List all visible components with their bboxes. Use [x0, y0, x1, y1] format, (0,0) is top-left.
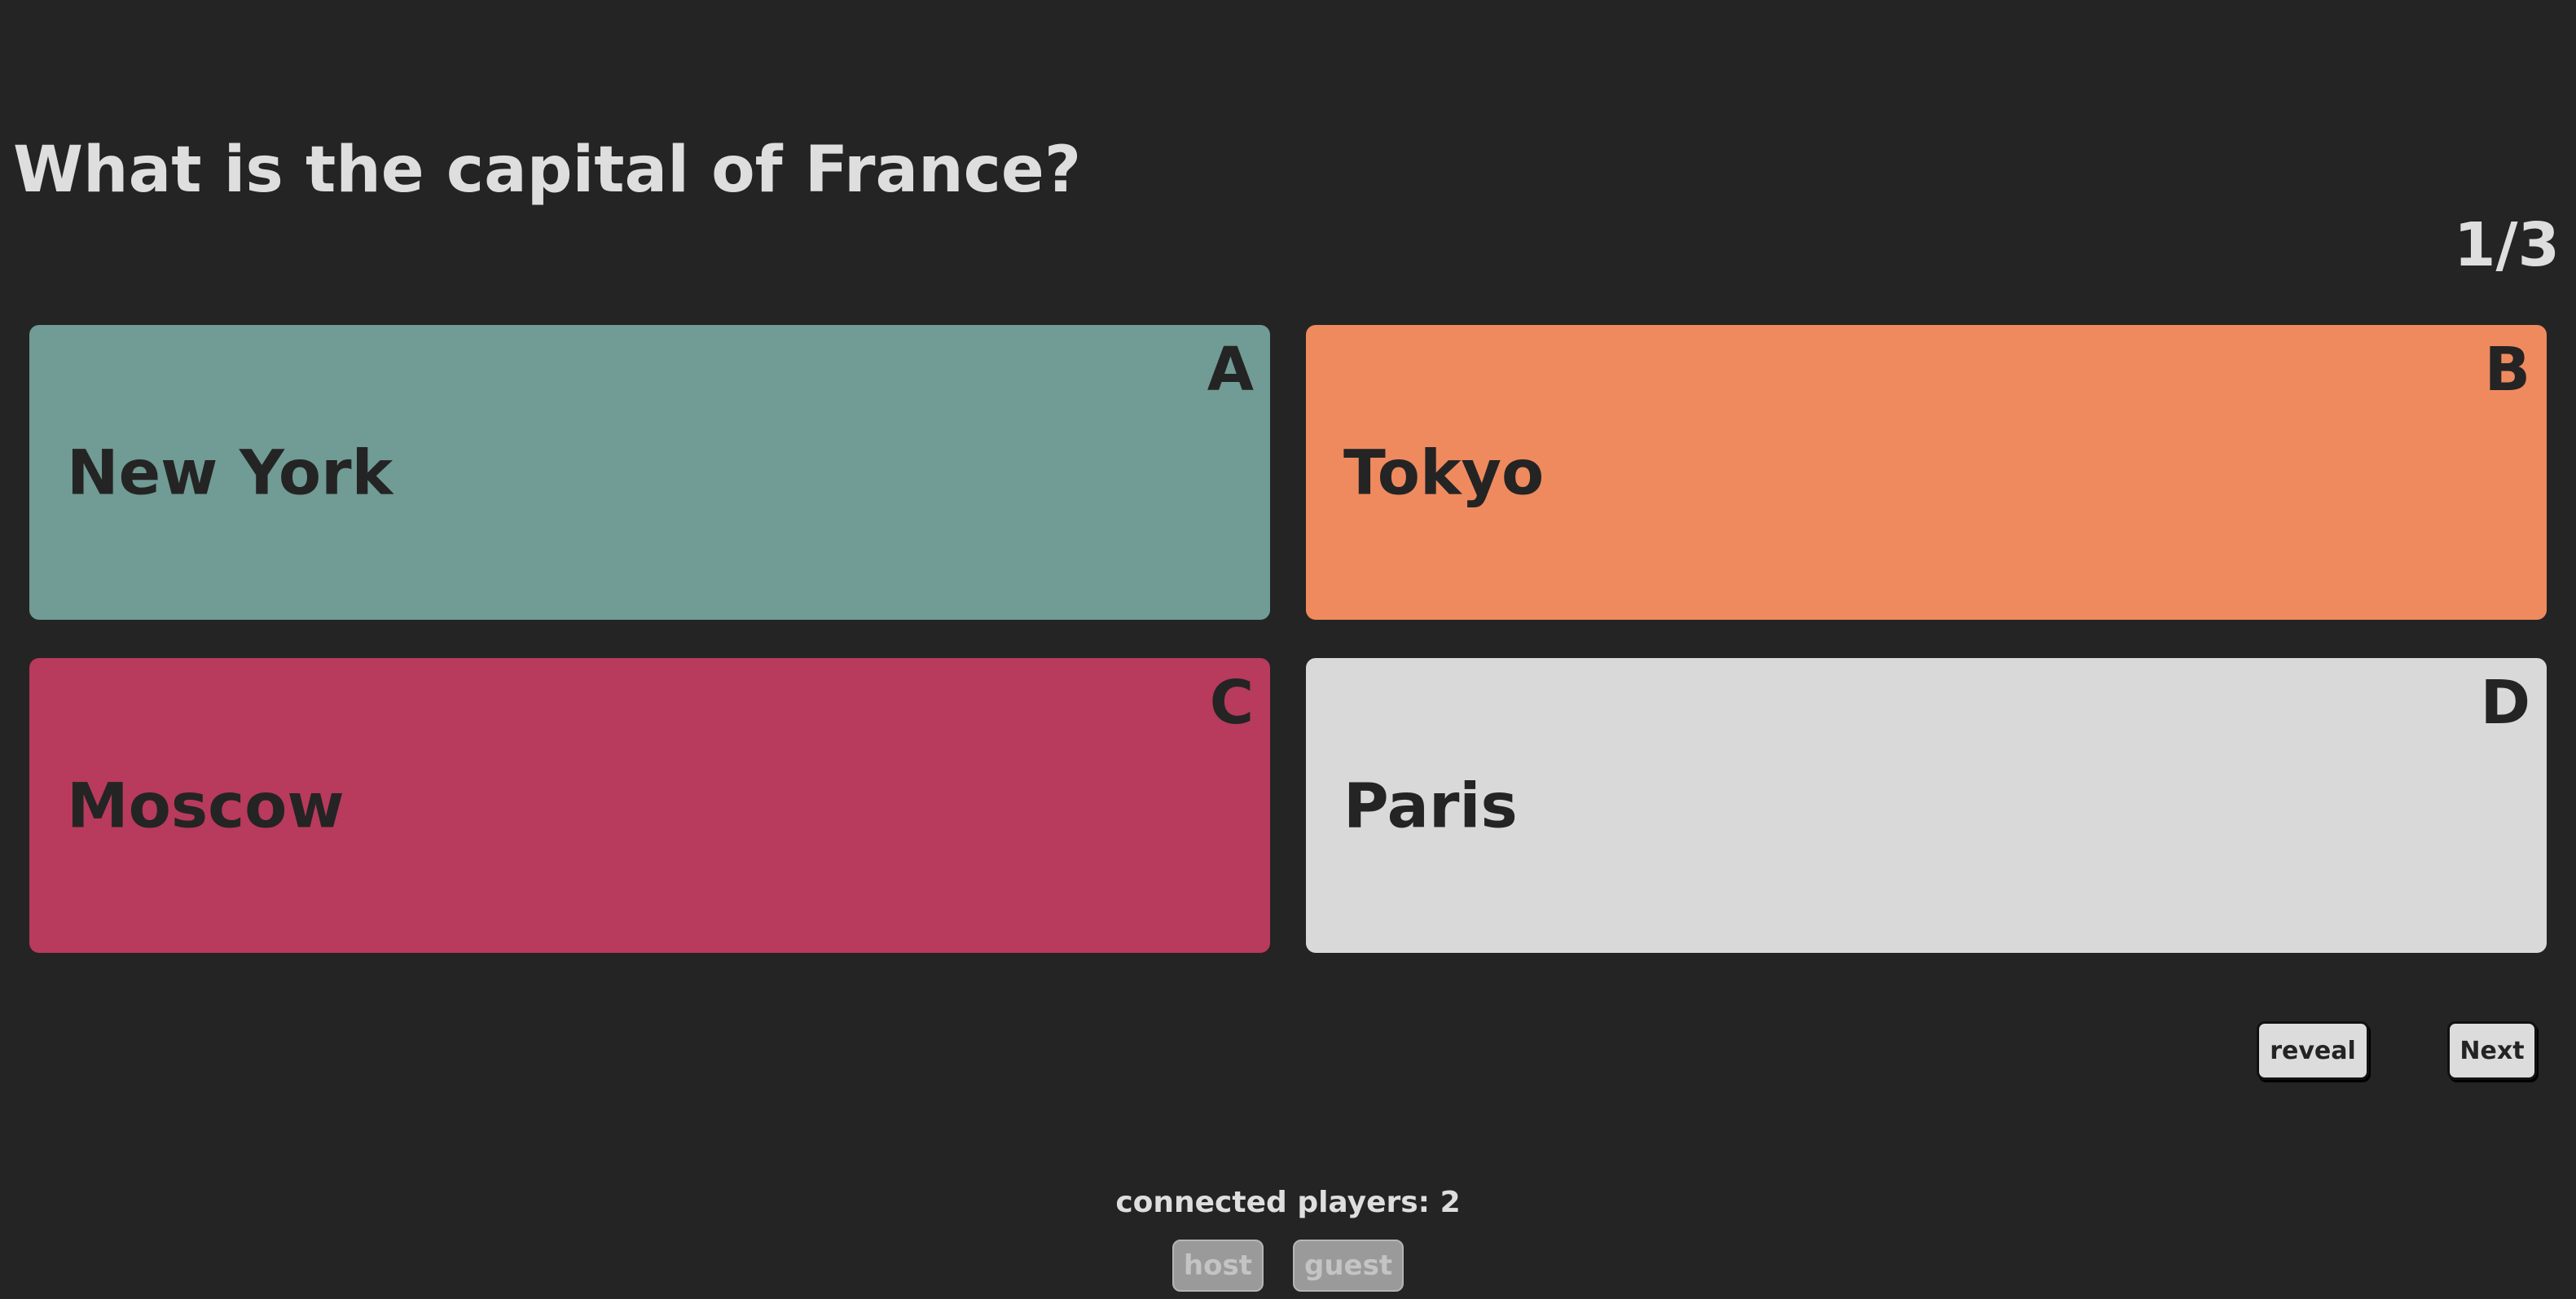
answer-card-a[interactable]: A New York: [29, 325, 1270, 620]
answer-text-a: New York: [67, 436, 393, 509]
answer-letter-d: D: [2480, 668, 2530, 738]
answer-letter-c: C: [1209, 668, 1254, 738]
question-counter: 1/3: [2453, 210, 2560, 280]
connected-players-label: connected players: 2: [1115, 1186, 1461, 1219]
player-chip-host: host: [1172, 1240, 1264, 1292]
answer-text-b: Tokyo: [1343, 436, 1545, 509]
answer-letter-a: A: [1207, 335, 1254, 405]
question-title: What is the capital of France?: [13, 134, 1082, 207]
player-list: host guest: [0, 1240, 2576, 1292]
player-chip-guest: guest: [1292, 1240, 1404, 1292]
answer-card-c[interactable]: C Moscow: [29, 658, 1270, 953]
next-button[interactable]: Next: [2447, 1021, 2537, 1080]
answer-letter-b: B: [2484, 335, 2530, 405]
answer-card-b[interactable]: B Tokyo: [1306, 325, 2547, 620]
reveal-button[interactable]: reveal: [2257, 1021, 2369, 1080]
answer-text-d: Paris: [1343, 769, 1518, 842]
answer-card-d[interactable]: D Paris: [1306, 658, 2547, 953]
answer-text-c: Moscow: [67, 769, 345, 842]
